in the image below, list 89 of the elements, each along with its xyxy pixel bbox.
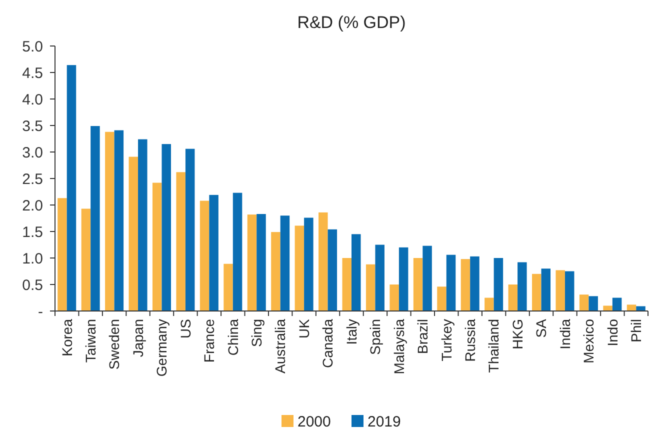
bar — [114, 130, 124, 311]
x-tick-label: Sweden — [106, 319, 122, 370]
bar — [90, 126, 100, 311]
x-tick-label: Brazil — [414, 319, 431, 354]
bar — [460, 259, 470, 311]
bar — [413, 258, 423, 311]
bar — [564, 271, 574, 311]
legend-label: 2000 — [298, 413, 331, 430]
x-tick-label: Spain — [367, 319, 384, 355]
y-tick-label: 1.0 — [22, 250, 43, 268]
bar — [318, 212, 328, 311]
bar — [304, 218, 314, 311]
bar — [508, 284, 518, 311]
bar — [446, 254, 456, 311]
bar — [470, 256, 480, 311]
x-tick-label: Canada — [320, 318, 336, 368]
y-tick-label: 4.0 — [22, 91, 43, 108]
bar — [612, 298, 622, 311]
bar — [626, 304, 636, 311]
y-tick-label: 3.5 — [22, 118, 43, 135]
x-tick-label: SA — [533, 318, 550, 338]
bar — [138, 139, 148, 311]
chart-title: R&D (% GDP) — [297, 13, 406, 32]
bar — [128, 156, 138, 311]
bar — [588, 296, 598, 311]
bar — [603, 306, 612, 311]
bar — [437, 286, 446, 311]
bar — [152, 182, 162, 311]
bar — [422, 246, 432, 311]
bar — [532, 274, 542, 311]
y-tick-label: 2.0 — [22, 197, 43, 214]
bar — [556, 270, 565, 311]
x-tick-label: Russia — [462, 318, 478, 362]
bar — [200, 200, 210, 311]
x-tick-label: India — [556, 318, 573, 350]
bar — [484, 298, 494, 311]
bar — [294, 226, 304, 311]
y-tick-label: - — [38, 303, 43, 320]
bar — [58, 198, 67, 311]
bar — [375, 244, 384, 311]
bar — [390, 284, 399, 311]
bar — [398, 247, 408, 311]
bar — [271, 232, 280, 311]
y-tick-label: 4.5 — [22, 64, 43, 82]
bar — [176, 172, 186, 311]
y-tick-label: 3.0 — [22, 144, 43, 162]
bar — [342, 258, 352, 311]
x-tick-label: Indo — [604, 318, 620, 346]
bar — [636, 306, 646, 311]
bar — [352, 234, 361, 311]
y-tick-label: 0.5 — [22, 276, 43, 294]
x-tick-label: France — [201, 318, 218, 363]
x-tick-label: Korea — [58, 318, 75, 356]
x-tick-label: Taiwan — [82, 319, 98, 363]
x-tick-label: Sing — [248, 319, 265, 348]
x-tick-label: Thailand — [486, 319, 502, 373]
bar — [579, 294, 589, 311]
x-tick-label: Italy — [343, 319, 360, 345]
y-tick-label: 1.5 — [22, 224, 43, 241]
bar — [366, 264, 376, 311]
x-tick-label: Germany — [154, 319, 170, 377]
bar — [232, 192, 242, 311]
bar — [247, 214, 257, 311]
x-tick-label: Australia — [272, 318, 288, 374]
bar — [518, 262, 527, 311]
bar — [328, 229, 338, 311]
x-tick-label: HKG — [509, 319, 526, 350]
x-tick-label: US — [177, 319, 194, 338]
bar — [280, 216, 290, 311]
bar — [224, 264, 233, 311]
x-tick-label: Phil — [628, 319, 644, 342]
bar — [209, 194, 218, 311]
bar — [256, 214, 266, 311]
bar — [541, 268, 551, 311]
x-tick-label: China — [224, 318, 241, 356]
x-tick-label: Turkey — [438, 319, 454, 362]
x-tick-label: Malaysia — [390, 318, 407, 374]
legend-label: 2019 — [368, 413, 401, 430]
x-tick-label: Japan — [130, 319, 146, 358]
x-tick-label: Mexico — [580, 318, 597, 364]
bar — [66, 65, 76, 311]
y-tick-label: 2.5 — [22, 170, 43, 188]
bar — [494, 258, 504, 311]
bar — [185, 148, 195, 311]
x-tick-label: UK — [296, 318, 312, 338]
y-tick-label: 5.0 — [22, 38, 43, 56]
bar — [105, 132, 114, 311]
bar — [162, 144, 171, 311]
bar — [81, 208, 91, 311]
